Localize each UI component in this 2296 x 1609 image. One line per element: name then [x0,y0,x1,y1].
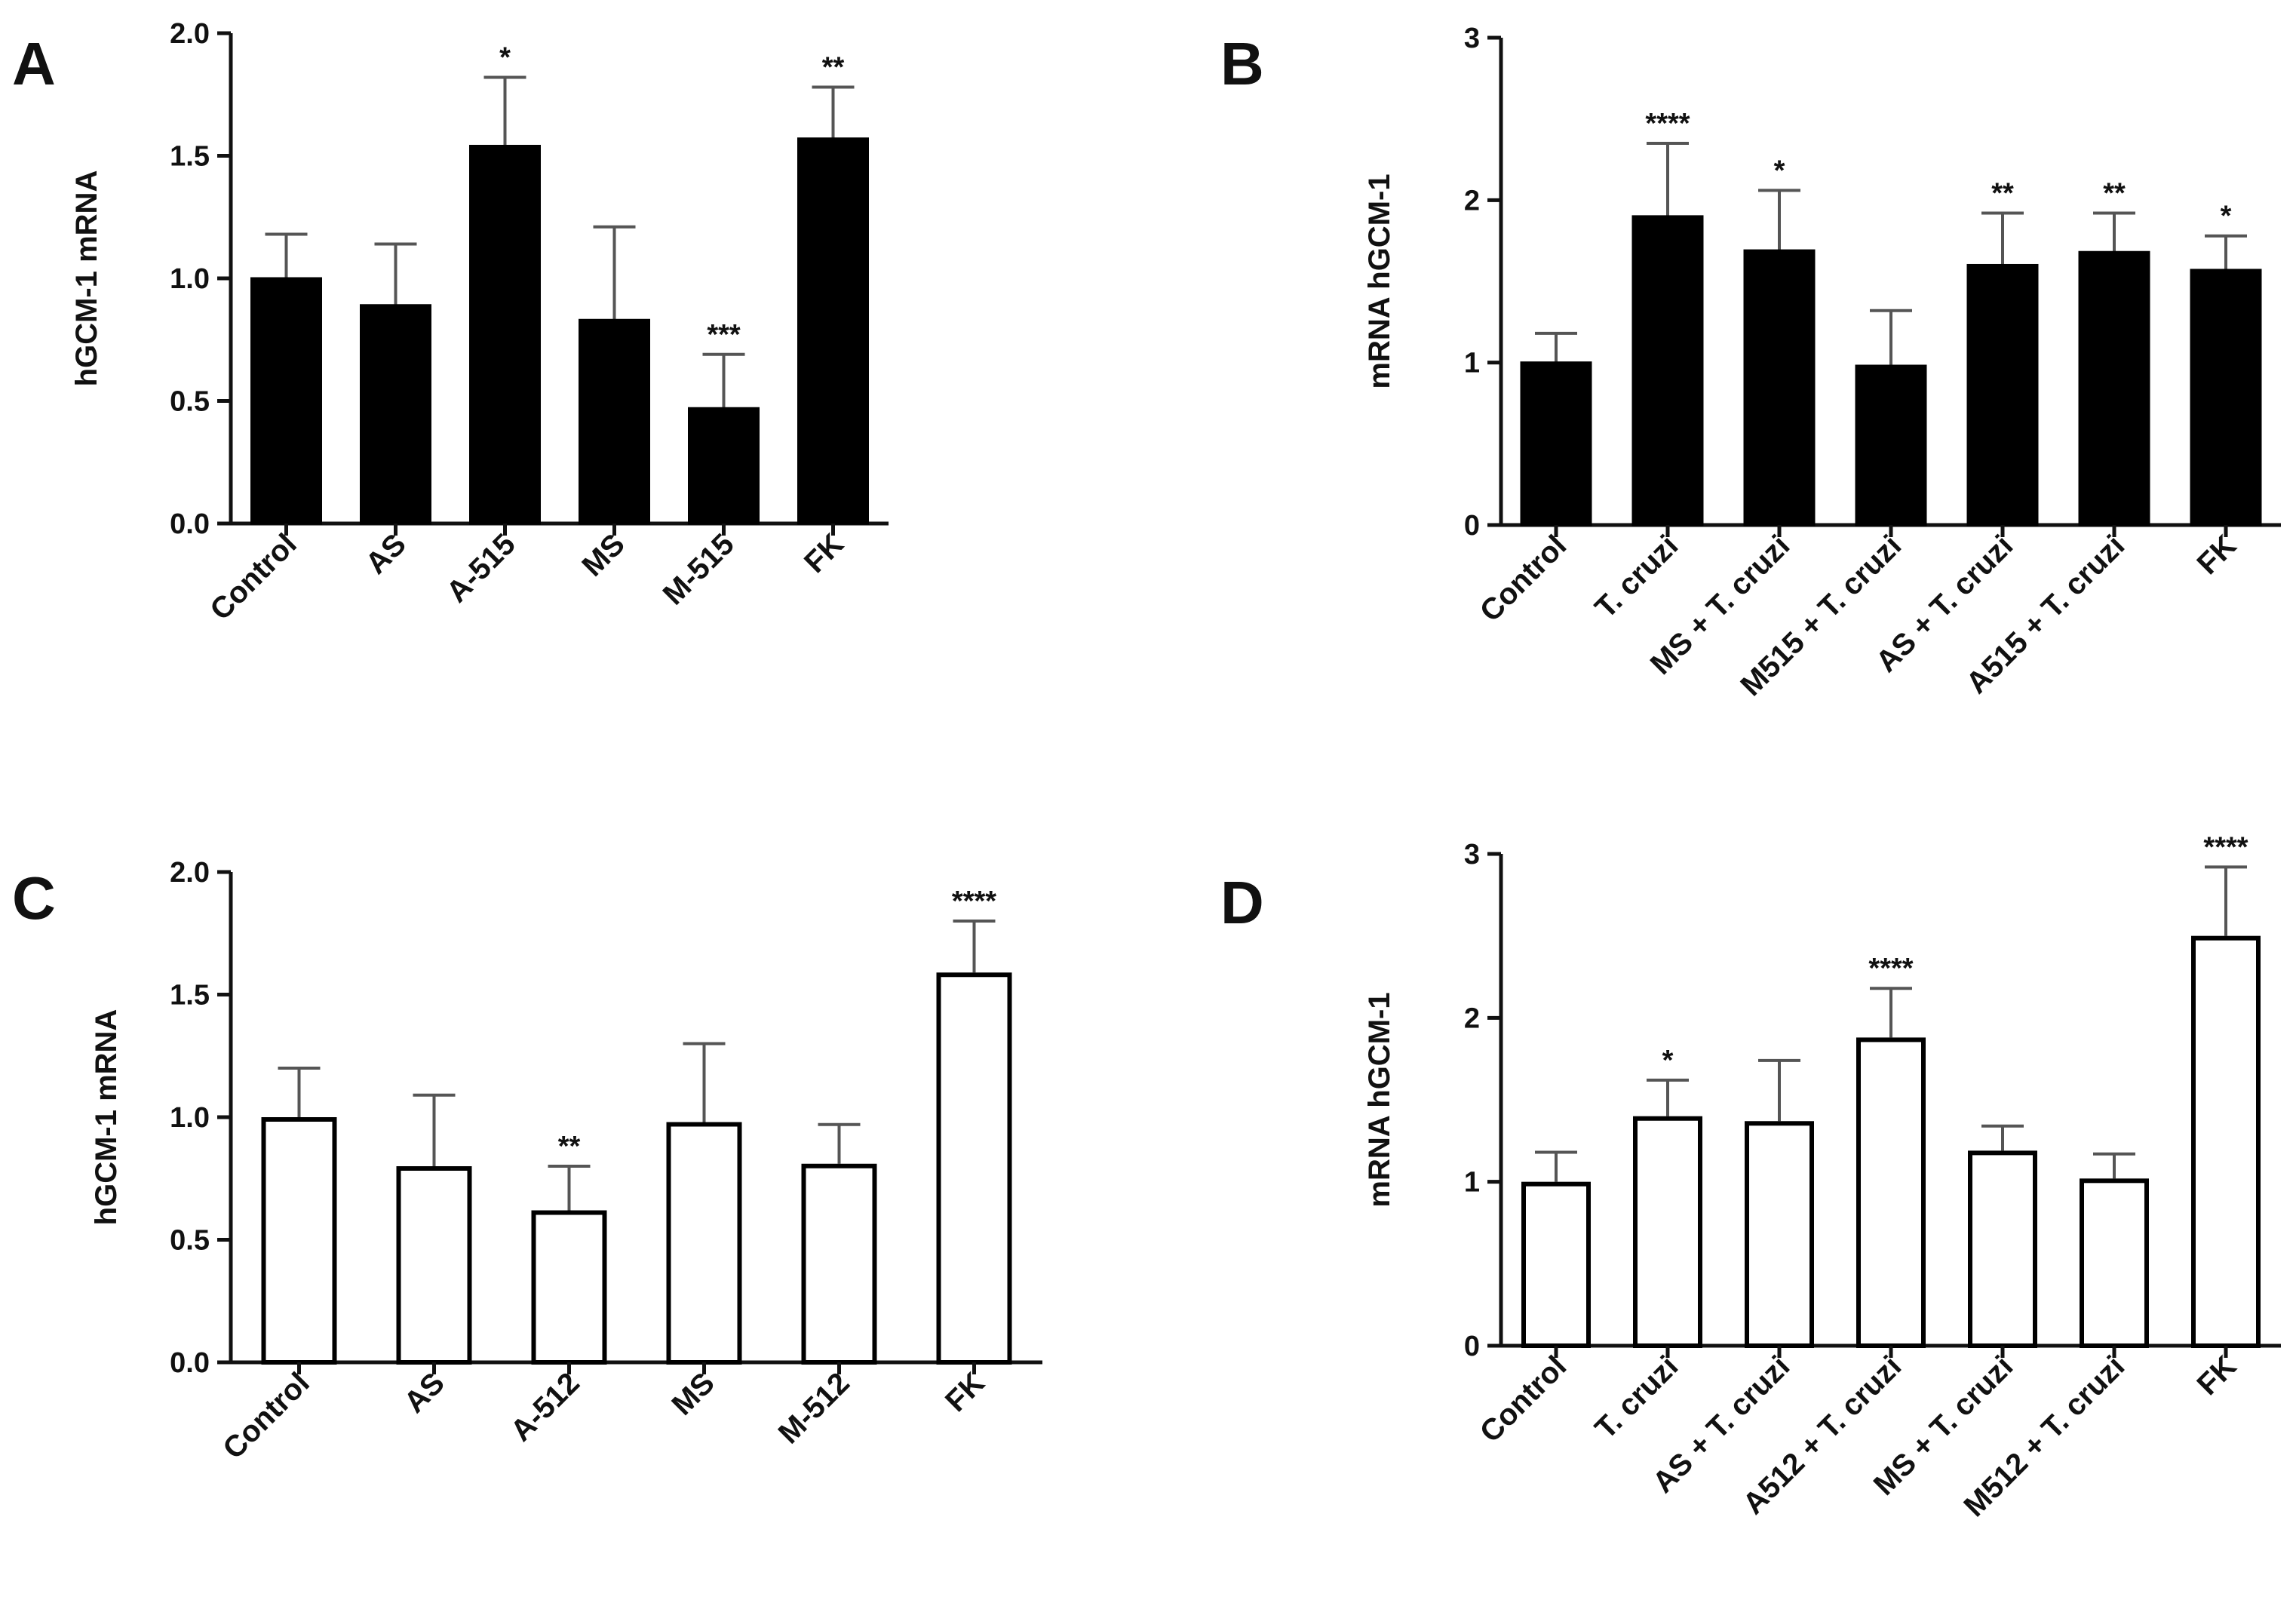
significance-label: **** [1868,953,1913,984]
y-tick-label: 2.0 [170,18,210,50]
bar [250,277,322,525]
significance-label: *** [707,319,741,351]
significance-label: **** [952,886,996,917]
bar [396,1166,472,1365]
bar [1966,263,2039,527]
y-tick-label: 3 [1464,23,1480,54]
bar [579,318,650,525]
y-axis-label: mRNA hGCM-1 [1363,173,1396,388]
y-tick-label: 0.0 [170,508,210,540]
y-tick-label: 1.0 [170,1102,210,1134]
significance-label: * [1774,155,1785,186]
y-axis-label: hGCM-1 mRNA [90,1009,123,1226]
y-tick-label: 0.5 [170,1225,210,1257]
bar [666,1122,742,1365]
y-tick-label: 2.0 [170,857,210,889]
y-tick-label: 1 [1464,348,1480,379]
y-tick-label: 0.5 [170,386,210,418]
bar [1856,1037,1926,1348]
significance-label: ** [2103,178,2126,210]
bar [1520,361,1592,527]
bar [688,407,760,525]
significance-label: * [1662,1045,1674,1076]
bar [469,145,541,525]
bar [360,304,431,525]
bar [531,1210,607,1365]
y-tick-label: 0 [1464,510,1480,542]
significance-label: ** [1991,178,2014,210]
bar [2190,269,2262,527]
y-tick-label: 3 [1464,839,1480,871]
bar [1745,1121,1814,1348]
y-tick-label: 1.0 [170,263,210,295]
significance-label: **** [2203,831,2248,863]
bar [1631,215,1704,527]
y-tick-label: 0.0 [170,1347,210,1379]
y-tick-label: 1 [1464,1167,1480,1199]
significance-label: ** [558,1131,581,1162]
y-tick-label: 1.5 [170,141,210,173]
bar [2078,250,2150,527]
bar [1855,364,1927,527]
bar [1521,1181,1591,1348]
y-tick-label: 2 [1464,185,1480,216]
y-tick-label: 2 [1464,1003,1480,1034]
bar [261,1117,337,1365]
y-axis-label: hGCM-1 mRNA [70,170,103,387]
bar [1743,249,1816,527]
significance-label: ** [822,52,845,84]
significance-label: * [2221,201,2232,232]
significance-label: **** [1645,108,1690,140]
y-axis-label: mRNA hGCM-1 [1363,992,1396,1207]
bar [801,1163,877,1365]
panel-letter: B [1220,30,1264,97]
y-tick-label: 1.5 [170,980,210,1012]
bar [2080,1178,2149,1348]
y-tick-label: 0 [1464,1331,1480,1362]
bar [2191,935,2261,1348]
bar [1633,1116,1702,1348]
bar [1968,1150,2037,1348]
bar [797,137,869,525]
significance-label: * [499,42,511,74]
bar [936,972,1012,1365]
panel-letter: D [1220,869,1264,936]
panel-letter: C [12,864,56,932]
panel-letter: A [12,30,56,97]
